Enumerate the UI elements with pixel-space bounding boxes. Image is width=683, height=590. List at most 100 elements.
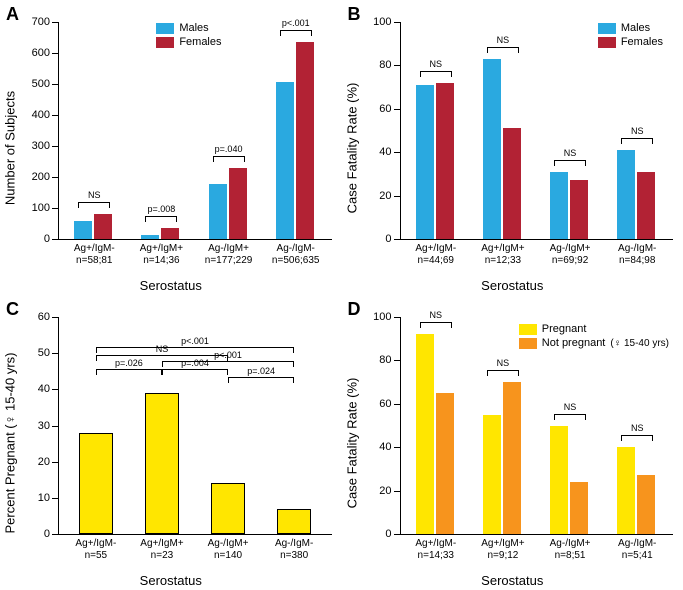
y-axis-line	[400, 22, 401, 239]
comparison-bracket	[228, 377, 294, 378]
significance-label: NS	[564, 148, 577, 158]
bar-female	[570, 180, 588, 239]
y-tick-label: 20	[38, 456, 58, 468]
legend-swatch	[156, 23, 174, 34]
x-axis-label: Serostatus	[140, 573, 202, 588]
bar-group	[141, 228, 179, 239]
bar-group	[550, 426, 588, 535]
figure-grid: A Number of Subjects 0100200300400500600…	[0, 0, 683, 590]
y-tick-label: 60	[379, 398, 399, 410]
category-label: Ag-/IgM-n=506;635	[272, 239, 320, 267]
bar-a	[617, 447, 635, 534]
y-tick-label: 0	[44, 528, 58, 540]
bar-group	[276, 42, 314, 239]
chart-area-d: 020406080100Ag+/IgM-n=14;33NSAg+/IgM+n=9…	[400, 317, 674, 535]
bar-male	[550, 172, 568, 239]
y-tick-label: 80	[379, 354, 399, 366]
legend-row: Males	[598, 22, 663, 34]
significance-label: NS	[430, 59, 443, 69]
significance-label: NS	[497, 35, 510, 45]
bar-b	[637, 475, 655, 534]
significance-label: NS	[631, 423, 644, 433]
significance-bracket	[621, 435, 653, 436]
y-axis-line	[58, 22, 59, 239]
x-axis-label: Serostatus	[140, 278, 202, 293]
significance-bracket	[554, 414, 586, 415]
bar-female	[229, 168, 247, 239]
comparison-label: p=.024	[247, 366, 275, 376]
comparison-bracket	[96, 347, 294, 348]
bar-female	[503, 128, 521, 239]
significance-bracket	[420, 71, 452, 72]
category-label: Ag+/IgM+n=23	[140, 534, 183, 562]
x-axis-label: Serostatus	[481, 573, 543, 588]
panel-b: B Case Fatality Rate (%) 020406080100Ag+…	[342, 0, 683, 295]
y-tick-label: 80	[379, 59, 399, 71]
y-tick-label: 500	[32, 78, 58, 90]
legend-row: Males	[156, 22, 221, 34]
category-label: Ag+/IgM-n=55	[75, 534, 116, 562]
legend-row: Pregnant	[519, 323, 669, 335]
legend-swatch	[519, 338, 537, 349]
bar-a	[483, 415, 501, 534]
category-label: Ag+/IgM-n=14;33	[415, 534, 456, 562]
significance-label: NS	[564, 402, 577, 412]
y-tick-label: 0	[44, 233, 58, 245]
bar-a	[416, 334, 434, 534]
chart-area-b: 020406080100Ag+/IgM-n=44;69NSAg+/IgM+n=1…	[400, 22, 674, 240]
category-label: Ag+/IgM-n=58;81	[74, 239, 115, 267]
significance-label: p=.008	[148, 204, 176, 214]
panel-letter: D	[348, 299, 361, 320]
bar	[277, 509, 311, 534]
category-label: Ag-/IgM+n=8;51	[550, 534, 591, 562]
comparison-label: p=.026	[115, 358, 143, 368]
category-label: Ag-/IgM+n=69;92	[550, 239, 591, 267]
category-label: Ag-/IgM+n=140	[208, 534, 249, 562]
bar-male	[74, 221, 92, 239]
panel-letter: A	[6, 4, 19, 25]
legend-swatch	[156, 37, 174, 48]
bar-group	[209, 168, 247, 239]
legend: MalesFemales	[156, 22, 221, 48]
bar-female	[161, 228, 179, 239]
chart-area-a: 0100200300400500600700Ag+/IgM-n=58;81NSA…	[58, 22, 332, 240]
bar-b	[570, 482, 588, 534]
legend-swatch	[598, 23, 616, 34]
bar-group	[416, 334, 454, 534]
significance-bracket	[487, 370, 519, 371]
y-tick-label: 30	[38, 420, 58, 432]
category-label: Ag+/IgM+n=14;36	[140, 239, 183, 267]
bar	[211, 483, 245, 534]
bar	[79, 433, 113, 534]
significance-label: p<.001	[282, 18, 310, 28]
legend: Males Females	[598, 22, 663, 48]
bar-male	[276, 82, 294, 239]
significance-label: p=.040	[215, 144, 243, 154]
panel-letter: B	[348, 4, 361, 25]
bar-female	[296, 42, 314, 239]
y-tick-label: 600	[32, 47, 58, 59]
y-tick-label: 40	[379, 146, 399, 158]
bar-group	[483, 382, 521, 534]
panel-a: A Number of Subjects 0100200300400500600…	[0, 0, 342, 295]
legend-text: Pregnant	[542, 323, 587, 335]
legend-swatch	[598, 37, 616, 48]
y-axis-label: Case Fatality Rate (%)	[344, 377, 359, 508]
y-tick-label: 0	[385, 233, 399, 245]
legend-text: Males	[179, 22, 208, 34]
y-tick-label: 400	[32, 109, 58, 121]
bar-group	[74, 214, 112, 239]
bar-male	[617, 150, 635, 239]
category-label: Ag-/IgM-n=84;98	[618, 239, 656, 267]
y-axis-label: Case Fatality Rate (%)	[344, 82, 359, 213]
category-label: Ag+/IgM+n=12;33	[481, 239, 524, 267]
significance-label: NS	[88, 190, 101, 200]
y-tick-label: 40	[38, 383, 58, 395]
legend-text: Females	[621, 36, 663, 48]
legend-swatch	[519, 324, 537, 335]
significance-bracket	[621, 138, 653, 139]
legend: PregnantNot pregnant (♀ 15-40 yrs)	[519, 323, 669, 349]
bar-group	[483, 59, 521, 239]
bar-male	[209, 184, 227, 239]
y-tick-label: 50	[38, 347, 58, 359]
